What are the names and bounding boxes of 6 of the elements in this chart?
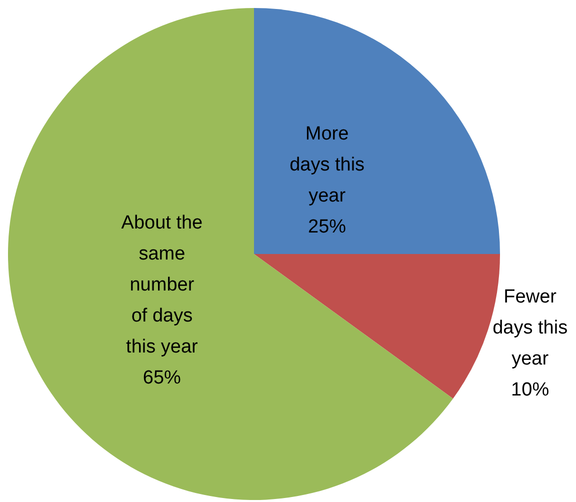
slice-label: About the same number of days this year	[121, 212, 203, 358]
slice-label: More days this year	[290, 124, 365, 207]
data-label: 10%	[511, 379, 550, 400]
data-label: 65%	[142, 368, 182, 389]
slice-label: Fewer days this year	[492, 286, 568, 370]
data-label: 25%	[308, 216, 346, 238]
